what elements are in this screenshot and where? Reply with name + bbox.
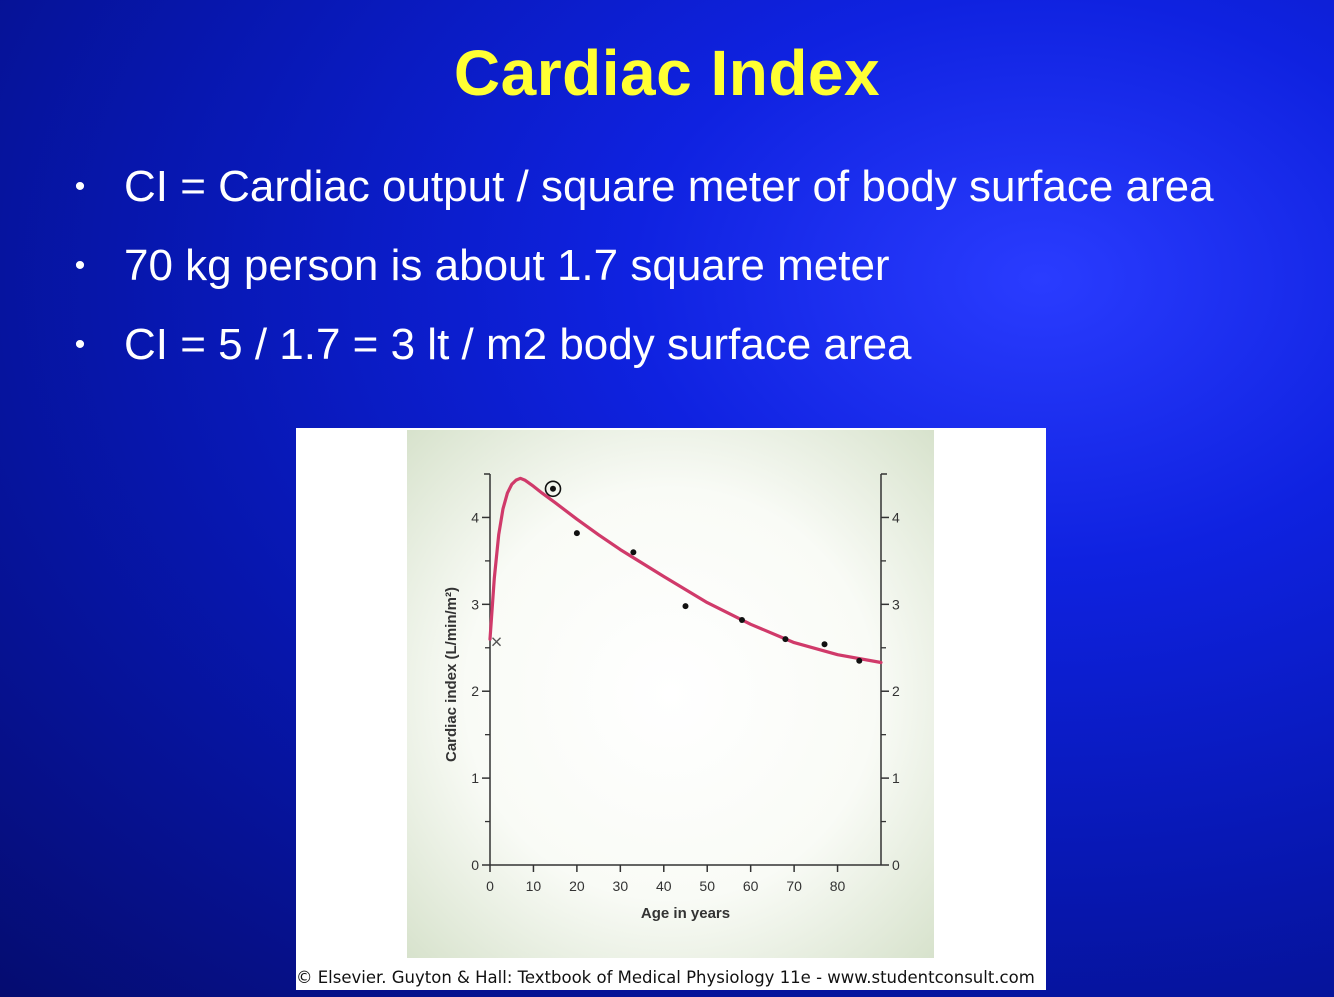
bullet-text: CI = 5 / 1.7 = 3 lt / m2 body surface ar… — [124, 320, 912, 369]
right-axis-tick-label: 4 — [892, 509, 900, 525]
data-point — [821, 641, 828, 648]
right-axis-tick-label: 0 — [892, 857, 900, 873]
data-point — [782, 636, 789, 643]
bullet-list: • CI = Cardiac output / square meter of b… — [70, 158, 1214, 395]
data-point — [682, 603, 689, 610]
y-tick-label: 3 — [471, 596, 479, 612]
data-point — [856, 657, 863, 664]
bullet-dot: • — [74, 249, 86, 282]
right-axis-tick-label: 2 — [892, 683, 900, 699]
bullet-item: • CI = 5 / 1.7 = 3 lt / m2 body surface a… — [70, 316, 1214, 395]
figure-panel: 0 1 2 3 4 0 1 2 3 4 0 10 20 30 40 50 60 70 80 Age in years C… — [296, 428, 1046, 990]
figure-credit: © Elsevier. Guyton & Hall: Textbook of M… — [296, 968, 1035, 987]
x-tick-label: 30 — [613, 878, 629, 894]
bullet-item: • CI = Cardiac output / square meter of b… — [70, 158, 1214, 237]
plot-panel — [407, 430, 934, 958]
x-tick-label: 50 — [699, 878, 715, 894]
right-axis-tick-label: 3 — [892, 596, 900, 612]
circled-data-point — [549, 485, 556, 492]
x-tick-label: 70 — [786, 878, 802, 894]
y-tick-label: 0 — [471, 857, 479, 873]
bullet-dot: • — [74, 170, 86, 203]
x-tick-label: 40 — [656, 878, 672, 894]
circled-data-point-ring — [544, 480, 562, 498]
x-tick-label: 60 — [743, 878, 759, 894]
data-point — [573, 530, 580, 537]
x-tick-label: 80 — [830, 878, 846, 894]
x-tick-label: 20 — [569, 878, 585, 894]
slide-title: Cardiac Index — [453, 37, 881, 109]
y-axis-label: Cardiac index (L/min/m²) — [443, 587, 460, 762]
bullet-item: • 70 kg person is about 1.7 square meter — [70, 237, 1214, 316]
bullet-text: CI = Cardiac output / square meter of bo… — [124, 162, 1214, 211]
y-tick-label: 2 — [471, 683, 479, 699]
data-point — [738, 616, 745, 623]
cardiac-index-curve — [488, 476, 883, 665]
x-marker-stroke — [492, 637, 502, 647]
bullet-text: 70 kg person is about 1.7 square meter — [124, 241, 890, 290]
y-tick-label: 1 — [471, 770, 479, 786]
x-tick-label: 0 — [486, 878, 494, 894]
x-axis-label: Age in years — [641, 905, 730, 922]
x-tick-label: 10 — [526, 878, 542, 894]
data-point — [630, 549, 637, 556]
bullet-dot: • — [74, 328, 86, 361]
right-axis-tick-label: 1 — [892, 770, 900, 786]
y-tick-label: 4 — [471, 509, 479, 525]
